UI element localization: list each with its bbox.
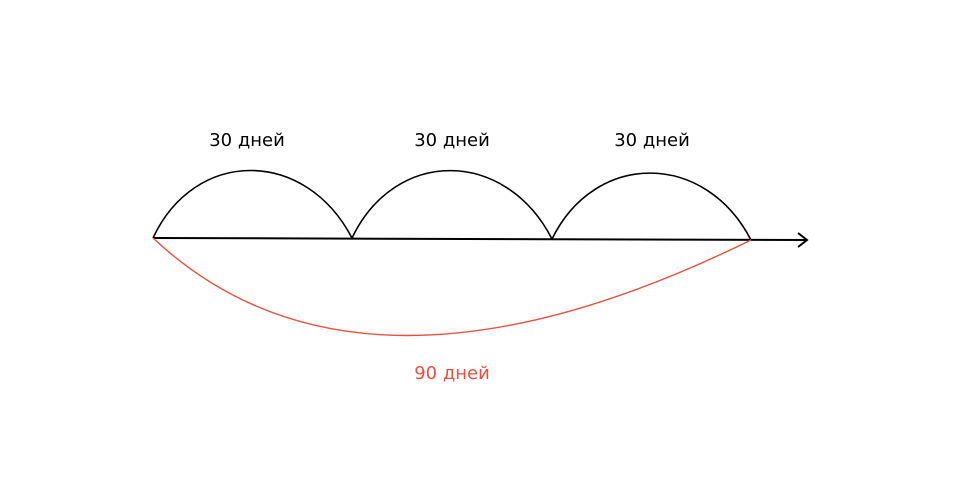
total-label: 90 дней <box>414 363 490 384</box>
segment-label-2: 30 дней <box>414 130 490 151</box>
total-arc <box>152 237 752 337</box>
segment-arc-2 <box>351 169 553 240</box>
segment-arc-3 <box>551 172 752 241</box>
segment-label-1: 30 дней <box>209 130 285 151</box>
axis-arrowhead-icon <box>797 232 809 248</box>
timeline-axis <box>152 237 807 241</box>
segment-label-3: 30 дней <box>614 130 690 151</box>
segment-arc-1 <box>152 169 353 239</box>
